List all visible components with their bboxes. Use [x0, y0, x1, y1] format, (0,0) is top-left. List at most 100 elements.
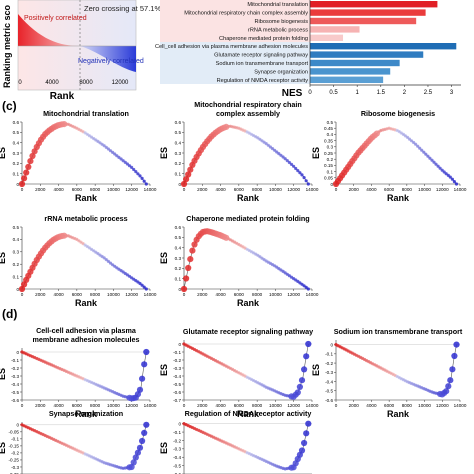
es-y-tick-label: -0.4: [11, 382, 19, 387]
es-y-tick-label: 0.2: [13, 262, 20, 267]
es-point: [454, 182, 459, 186]
es-point: [143, 348, 150, 356]
es-point: [451, 352, 458, 360]
es-x-tick-label: 8000: [402, 403, 413, 408]
es-x-tick-label: 0: [183, 187, 186, 192]
es-point: [296, 169, 300, 173]
es-point: [447, 377, 454, 384]
ranked-list-tick: 12000: [112, 80, 129, 86]
ranked-list-panel: Zero crossing at 57.1% Positively correl…: [2, 0, 161, 102]
es-x-axis-label: Rank: [387, 193, 410, 203]
es-x-tick-label: 12000: [125, 403, 138, 408]
es-subplot-title: Chaperone mediated protein folding: [186, 214, 309, 223]
nes-bar: [310, 43, 457, 50]
es-y-tick-label: 0: [178, 182, 181, 187]
es-y-tick-label: -0.1: [11, 437, 19, 442]
es-point: [302, 176, 306, 180]
es-y-tick-label: -0.4: [173, 455, 181, 460]
panel-d-label: (d): [2, 307, 17, 321]
es-y-tick-label: 0.3: [13, 250, 20, 255]
nes-bar: [310, 26, 360, 33]
es-y-tick-label: 0.4: [327, 132, 334, 137]
es-subplot-title: Mitochondrial respiratory chain: [194, 100, 301, 109]
es-y-tick-label: -0.3: [173, 366, 181, 371]
es-point: [142, 285, 146, 289]
negative-correlation-fill: [80, 46, 136, 72]
es-y-tick-label: -0.2: [173, 358, 181, 363]
es-x-tick-label: 12000: [125, 187, 138, 192]
es-x-tick-label: 14000: [306, 292, 319, 297]
es-x-tick-label: 0: [21, 292, 24, 297]
es-x-tick-label: 10000: [269, 292, 282, 297]
es-y-tick-label: -0.6: [173, 390, 181, 395]
es-subplot-title: Synapse organization: [49, 409, 123, 418]
downregulated-label-band: [160, 42, 310, 84]
es-point: [294, 389, 301, 396]
es-subplot: Sodium ion transmembrane transport 0 -0.1 -…: [311, 327, 467, 419]
es-y-tick-label: 0: [178, 421, 181, 426]
es-y-tick-label: -0.3: [325, 370, 333, 375]
es-y-tick-label: 0.05: [324, 176, 333, 181]
es-x-tick-label: 14000: [454, 403, 467, 408]
es-x-tick-label: 4000: [53, 403, 64, 408]
es-point: [303, 353, 310, 360]
es-point: [189, 247, 196, 254]
es-x-tick-label: 2000: [349, 403, 360, 408]
es-x-tick-label: 12000: [287, 403, 300, 408]
es-point: [283, 157, 287, 161]
ranked-list-x-ticks: 0 4000 8000 12000: [18, 80, 129, 86]
es-subplot-title: Ribosome biogenesis: [361, 109, 435, 118]
es-x-tick-label: 8000: [252, 403, 263, 408]
es-point: [305, 420, 312, 427]
es-point: [306, 182, 310, 186]
es-y-tick-label: -0.4: [173, 374, 181, 379]
nes-tick-label: 0.5: [329, 90, 338, 96]
es-point: [180, 285, 188, 293]
es-y-tick-label: 0: [16, 182, 19, 187]
es-x-tick-label: 2000: [197, 403, 208, 408]
es-x-tick-label: 4000: [366, 403, 377, 408]
es-x-tick-label: 8000: [90, 187, 101, 192]
es-y-axis-label: ES: [0, 147, 7, 159]
es-point: [183, 275, 190, 282]
es-y-tick-label: -0.3: [11, 465, 19, 470]
es-point: [298, 377, 306, 384]
es-x-tick-label: 2000: [197, 292, 208, 297]
es-point: [304, 179, 308, 183]
es-x-tick-label: 6000: [72, 187, 83, 192]
es-point: [300, 173, 304, 177]
es-y-tick-label: -0.1: [173, 430, 181, 435]
es-subplot-title: Regulation of NMDA receptor activity: [185, 409, 312, 418]
es-point: [132, 454, 139, 461]
es-point: [139, 437, 146, 445]
es-y-tick-label: 0.35: [324, 138, 333, 143]
es-y-tick-label: -0.2: [325, 361, 333, 366]
es-y-tick-label: -0.2: [11, 366, 19, 371]
es-curve-line: [183, 230, 309, 290]
nes-category-label: Mitochondrial translation: [247, 2, 308, 8]
es-y-tick-label: 0.2: [327, 157, 334, 162]
es-point: [438, 166, 442, 170]
es-y-tick-label: -0.15: [9, 444, 20, 449]
es-y-tick-label: 0.1: [13, 171, 20, 176]
upregulated-label-band: [160, 0, 310, 42]
es-point: [296, 383, 303, 390]
es-x-tick-label: 2000: [197, 187, 208, 192]
es-x-tick-label: 6000: [234, 292, 245, 297]
nes-category-label: Ribosome biogenesis: [255, 19, 309, 25]
es-curve-line: [183, 343, 309, 398]
es-point: [298, 447, 306, 454]
es-point: [136, 444, 144, 451]
es-point: [453, 341, 460, 348]
es-point: [141, 361, 148, 368]
ranked-list-tick: 0: [18, 80, 22, 86]
es-point: [25, 163, 32, 170]
es-point: [298, 171, 302, 175]
es-y-tick-label: 0.4: [175, 245, 182, 250]
es-x-tick-label: 4000: [53, 292, 64, 297]
es-point: [21, 175, 28, 182]
es-y-axis-label: ES: [0, 442, 7, 454]
es-point: [426, 154, 430, 158]
es-x-tick-label: 14000: [306, 187, 319, 192]
es-y-tick-label: 0.1: [13, 274, 20, 279]
